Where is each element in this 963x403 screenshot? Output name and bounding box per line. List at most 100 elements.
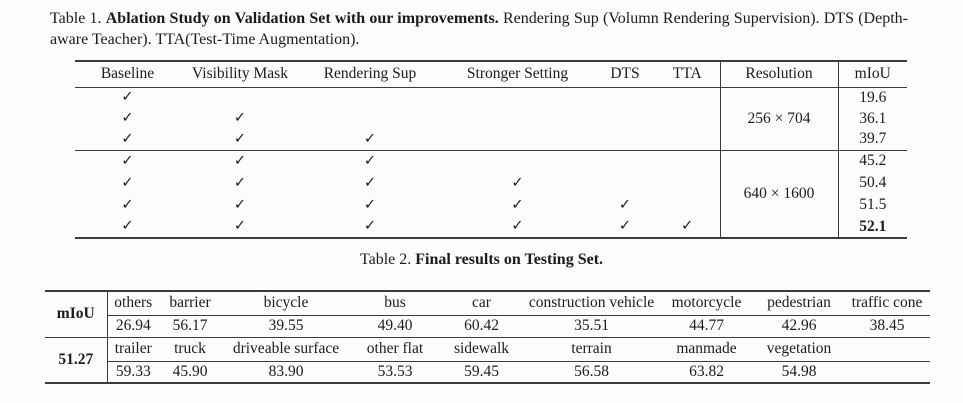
table-header-row: Baseline Visibility Mask Rendering Sup S… <box>75 61 907 88</box>
col-header-stronger-setting: Stronger Setting <box>440 61 595 88</box>
check-cell: ✓ <box>363 218 377 234</box>
check-cell <box>655 129 720 150</box>
check-cell <box>655 149 720 172</box>
class-value-empty <box>844 361 930 383</box>
table-row: 59.33 45.90 83.90 53.53 59.45 56.58 63.8… <box>45 361 930 383</box>
check-cell <box>595 108 655 129</box>
table-row: 51.27 trailer truck driveable surface ot… <box>45 336 930 383</box>
class-label: truck <box>159 336 221 362</box>
class-label: traffic cone <box>844 291 930 316</box>
check-cell: ✓ <box>233 130 247 147</box>
table1-caption-prefix: Table 1. <box>50 10 106 27</box>
col-header-baseline: Baseline <box>75 61 180 88</box>
table2-caption-title: Final results on Testing Set. <box>415 251 604 268</box>
class-value: 59.45 <box>464 362 499 380</box>
col-header-dts: DTS <box>595 61 655 88</box>
col-header-visibility-mask: Visibility Mask <box>180 61 300 88</box>
class-label: motorcycle <box>659 291 754 316</box>
table2-caption: Table 2. Final results on Testing Set. <box>0 251 963 269</box>
class-value: 83.90 <box>268 362 304 380</box>
check-cell: ✓ <box>233 110 247 126</box>
check-cell: ✓ <box>121 196 134 213</box>
class-value: 53.53 <box>377 362 413 380</box>
check-cell <box>595 149 655 172</box>
class-value: 63.82 <box>689 362 724 380</box>
class-label: bus <box>351 291 439 316</box>
check-cell <box>655 172 720 194</box>
ablation-table: Baseline Visibility Mask Rendering Sup S… <box>75 60 907 239</box>
table-row: ✓ ✓ 36.1 <box>75 108 907 129</box>
table2-caption-prefix: Table 2. <box>359 251 416 268</box>
check-cell <box>300 87 440 108</box>
table-row: 26.94 56.17 39.55 49.40 60.42 35.51 44.7… <box>45 315 930 337</box>
class-label: barrier <box>159 291 221 316</box>
class-label-empty <box>844 336 930 362</box>
class-label: trailer <box>107 336 159 362</box>
table-row: ✓ 256 × 704 19.6 <box>75 87 907 150</box>
table1-caption-rest: Rendering Sup (Volumn Rendering Supervis… <box>50 10 908 48</box>
miou-cell-best: 52.1 <box>859 217 887 235</box>
class-value: 56.17 <box>172 317 208 334</box>
class-value: 49.40 <box>377 317 413 334</box>
class-label: pedestrian <box>754 291 844 316</box>
miou-cell: 39.7 <box>859 130 887 148</box>
class-value: 59.33 <box>115 362 151 380</box>
check-cell: ✓ <box>121 89 134 106</box>
check-cell: ✓ <box>681 218 694 234</box>
col-header-miou: mIoU <box>838 61 907 88</box>
class-label: manmade <box>659 336 754 362</box>
col-header-tta: TTA <box>655 61 720 88</box>
col-header-resolution: Resolution <box>719 61 839 88</box>
check-cell <box>440 108 595 129</box>
class-value: 35.51 <box>574 317 609 334</box>
check-cell: ✓ <box>75 149 180 172</box>
class-label: other flat <box>351 336 439 362</box>
class-value: 45.90 <box>172 362 208 380</box>
table-row: mIoU others barrier bicycle bus car cons… <box>45 291 930 337</box>
class-label: construction vehicle <box>524 291 659 316</box>
resolution-cell: 640 × 1600 <box>719 149 839 238</box>
check-cell <box>440 129 595 150</box>
resolution-cell: 256 × 704 <box>719 87 839 150</box>
check-cell: ✓ <box>180 149 300 172</box>
miou-cell: 45.2 <box>838 149 907 172</box>
miou-cell: 36.1 <box>859 109 887 127</box>
check-cell: ✓ <box>121 110 134 126</box>
table1-caption-title: Ablation Study on Validation Set with ou… <box>105 10 499 27</box>
check-cell: ✓ <box>618 196 632 213</box>
check-cell: ✓ <box>363 196 377 213</box>
class-value: 42.96 <box>781 317 817 334</box>
class-value: 44.77 <box>689 317 724 334</box>
class-label: car <box>439 291 524 316</box>
check-cell: ✓ <box>363 130 377 147</box>
check-cell: ✓ <box>511 218 524 234</box>
check-cell <box>595 172 655 194</box>
check-cell: ✓ <box>363 174 377 191</box>
class-label: sidewalk <box>439 336 524 362</box>
class-label: driveable surface <box>221 336 351 362</box>
final-results-table: mIoU others barrier bicycle bus car cons… <box>45 290 930 384</box>
check-cell: ✓ <box>511 196 524 213</box>
miou-cell: 51.5 <box>859 196 887 213</box>
table-row: ✓ ✓ ✓ 39.7 <box>75 129 907 150</box>
check-cell: ✓ <box>233 218 247 234</box>
col-header-rendering-sup: Rendering Sup <box>300 61 440 88</box>
check-cell <box>440 87 595 108</box>
table-row: ✓ ✓ ✓ ✓ ✓ 51.5 <box>75 194 907 216</box>
class-value: 38.45 <box>869 317 905 334</box>
check-cell: ✓ <box>233 196 247 213</box>
check-cell: ✓ <box>511 174 524 191</box>
table1-caption: Table 1. Ablation Study on Validation Se… <box>50 8 908 50</box>
class-value: 60.42 <box>464 317 499 334</box>
check-cell: ✓ <box>121 218 134 234</box>
miou-value-cell: 51.27 <box>45 336 108 383</box>
check-cell <box>180 87 300 108</box>
class-value: 56.58 <box>574 362 609 380</box>
class-label: others <box>107 291 159 316</box>
check-cell <box>595 129 655 150</box>
table-row: ✓ ✓ ✓ 640 × 1600 45.2 <box>75 149 907 238</box>
check-cell: ✓ <box>233 174 247 191</box>
check-cell: ✓ <box>618 218 632 234</box>
check-cell <box>655 194 720 216</box>
